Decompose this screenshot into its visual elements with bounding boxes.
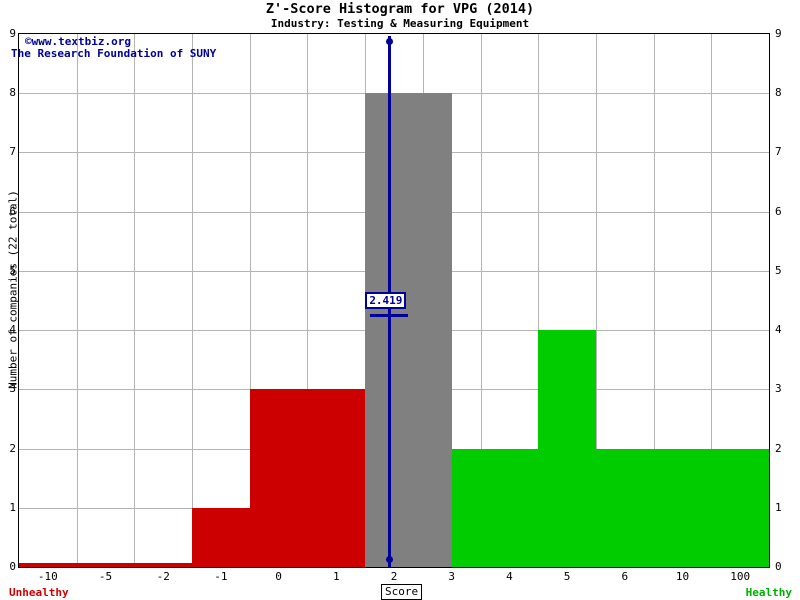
y-axis-tick-label-left: 3 [9, 382, 16, 396]
y-axis-tick-label-right: 0 [775, 560, 782, 573]
score-marker-dot-bottom [385, 556, 393, 563]
grid-line-vertical [711, 34, 712, 567]
grid-line-vertical [250, 34, 251, 567]
y-axis-tick-label-left: 9 [9, 27, 16, 40]
watermark-line-2: The Research Foundation of SUNY [11, 47, 217, 60]
x-axis-tick-label: 0 [275, 570, 282, 583]
y-axis-tick-label-right: 5 [775, 263, 782, 277]
x-axis-tick-label: 6 [621, 570, 629, 583]
grid-line-vertical [307, 34, 308, 567]
score-marker-value: 2.419 [365, 292, 407, 309]
x-axis-tick-label: 4 [506, 570, 513, 583]
watermark-line-1: ©www.textbiz.org [25, 35, 131, 48]
x-axis-tick-label: -10 [37, 570, 58, 583]
grid-line-vertical [192, 34, 193, 567]
x-axis-tick-label: -5 [98, 570, 113, 583]
y-axis-tick-label-right: 1 [775, 500, 782, 514]
histogram-bar [595, 448, 683, 567]
x-axis-tick-label: 2 [390, 570, 398, 583]
y-axis-tick-label-left: 8 [9, 86, 16, 100]
chart-subtitle: Industry: Testing & Measuring Equipment [270, 17, 530, 30]
x-axis-tick-label: 100 [730, 570, 751, 583]
y-axis-tick-label-left: 4 [9, 323, 16, 337]
grid-line-vertical [654, 34, 655, 567]
histogram-bar [538, 330, 596, 567]
y-axis-tick-label-right: 6 [775, 204, 782, 218]
x-axis-tick-label: 5 [563, 570, 571, 583]
score-axis-label: Score [381, 584, 423, 600]
unhealthy-label: Unhealthy [9, 586, 69, 599]
histogram-baseline-empty-bins [19, 563, 193, 567]
histogram-bar [192, 507, 250, 567]
score-marker-dot-top [385, 38, 393, 45]
y-axis-tick-label-left: 1 [9, 500, 16, 514]
healthy-label: Healthy [745, 586, 792, 599]
histogram-bar [365, 93, 452, 567]
grid-line-vertical [134, 34, 135, 567]
y-axis-tick-label-right: 3 [775, 382, 782, 396]
histogram-bar [249, 389, 308, 567]
grid-line-vertical [538, 34, 539, 567]
grid-line-vertical [77, 34, 78, 567]
x-axis-tick-label: 1 [332, 570, 340, 583]
y-axis-tick-label-left: 0 [9, 560, 16, 573]
y-axis-tick-label-left: 5 [9, 263, 16, 277]
x-axis-tick-label: 10 [675, 570, 690, 583]
plot-area [18, 33, 770, 568]
histogram-bar [682, 448, 769, 567]
histogram-bar [480, 448, 539, 567]
grid-line-vertical [596, 34, 597, 567]
plot-inner [19, 34, 769, 567]
y-axis-tick-label-right: 4 [775, 323, 782, 337]
x-axis-tick-label: -1 [214, 570, 228, 583]
y-axis-tick-label-right: 8 [775, 86, 782, 100]
histogram-bar [307, 389, 366, 567]
y-axis-tick-label-right: 2 [775, 441, 782, 455]
score-marker-underline [370, 314, 409, 317]
y-axis-tick-label-left: 6 [9, 204, 16, 218]
histogram-bar [451, 448, 481, 567]
chart-title: Z'-Score Histogram for VPG (2014) [265, 1, 535, 17]
y-axis-tick-label-left: 7 [9, 145, 16, 159]
y-axis-tick-label-left: 2 [9, 441, 16, 455]
x-axis-tick-label: 3 [448, 570, 455, 583]
y-axis-tick-label-right: 7 [775, 145, 782, 159]
y-axis-tick-label-right: 9 [775, 27, 782, 40]
grid-line-vertical [481, 34, 482, 567]
x-axis-tick-label: -2 [156, 570, 170, 583]
